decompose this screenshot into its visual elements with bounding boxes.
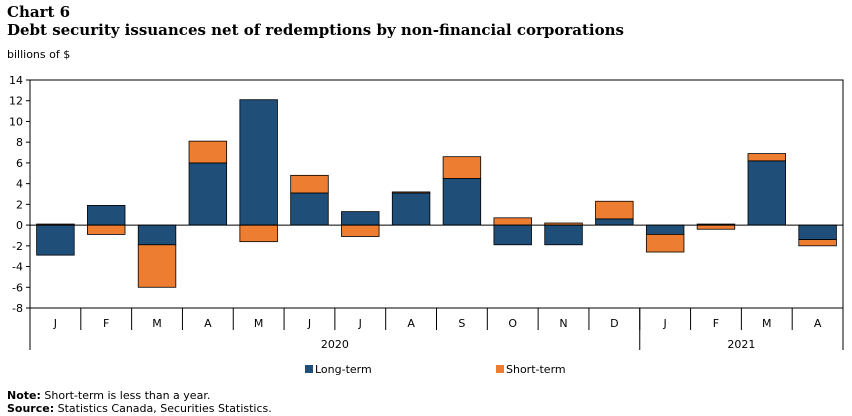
- source-text: Statistics Canada, Securities Statistics…: [57, 402, 272, 415]
- x-tick-label: F: [713, 317, 719, 330]
- x-tick-label: O: [508, 317, 517, 330]
- bar-long-term: [87, 204, 126, 226]
- bar-short-term: [798, 239, 837, 247]
- y-tick-label: 10: [9, 115, 23, 128]
- bar-long-term: [137, 224, 177, 246]
- bar-long-term: [442, 178, 482, 226]
- legend-swatch: [496, 365, 504, 373]
- legend-label: Short-term: [506, 363, 566, 376]
- bar-long-term: [493, 224, 532, 246]
- y-tick-label: 8: [16, 136, 23, 149]
- source-line: Source: Statistics Canada, Securities St…: [7, 402, 272, 415]
- bar-short-term: [137, 244, 177, 288]
- x-tick-label: M: [254, 317, 264, 330]
- source-label: Source:: [7, 402, 55, 415]
- y-axis-unit-label: billions of $: [7, 48, 71, 61]
- bar-long-term: [391, 192, 431, 226]
- legend: Long-term Short-term: [305, 363, 566, 376]
- x-tick-label: J: [358, 317, 362, 330]
- bar-short-term: [290, 174, 329, 194]
- bar-long-term: [290, 192, 329, 226]
- group-label: 2020: [321, 338, 349, 351]
- bar-long-term: [188, 162, 228, 226]
- x-tick-label: A: [407, 317, 415, 330]
- bar-short-term: [595, 200, 634, 220]
- x-tick-label: D: [610, 317, 618, 330]
- labels-layer: -8 -6 -4 -2 0 2 4 6 8 10 12 14 J F M A M J J A S O N D J F M A 2020 2…: [9, 74, 822, 351]
- bar-short-term: [442, 156, 482, 179]
- y-tick-label: -2: [12, 240, 23, 253]
- x-tick-label: S: [458, 317, 465, 330]
- x-tick-label: M: [152, 317, 162, 330]
- bar-short-term: [341, 224, 380, 237]
- y-tick-label: -6: [12, 281, 23, 294]
- bar-long-term: [645, 224, 685, 235]
- y-tick-label: 12: [9, 95, 23, 108]
- note-text: Short-term is less than a year.: [44, 389, 211, 402]
- bar-long-term: [239, 99, 278, 226]
- bar-short-term: [239, 224, 278, 243]
- bar-long-term: [544, 224, 583, 246]
- x-tick-label: A: [204, 317, 212, 330]
- x-tick-label: J: [53, 317, 57, 330]
- legend-swatch: [305, 365, 313, 373]
- axes-layer: [26, 79, 844, 350]
- bar-short-term: [87, 224, 126, 235]
- note-label: Note:: [7, 389, 41, 402]
- bar-short-term: [645, 234, 685, 253]
- bars-layer: [36, 99, 837, 288]
- x-tick-label: A: [814, 317, 822, 330]
- bar-long-term: [747, 160, 786, 226]
- bar-short-term: [696, 224, 736, 230]
- x-tick-label: J: [307, 317, 311, 330]
- y-tick-label: -8: [12, 302, 23, 315]
- y-tick-label: 14: [9, 74, 23, 87]
- y-tick-label: -4: [12, 261, 23, 274]
- bar-long-term: [341, 211, 380, 226]
- x-tick-label: F: [103, 317, 109, 330]
- bar-long-term: [36, 224, 75, 256]
- bar-short-term: [747, 153, 786, 162]
- chart-title: Debt security issuances net of redemptio…: [7, 21, 624, 39]
- y-tick-label: 2: [16, 198, 23, 211]
- legend-label: Long-term: [315, 363, 372, 376]
- y-tick-label: 6: [16, 157, 23, 170]
- x-tick-label: M: [762, 317, 772, 330]
- group-label: 2021: [727, 338, 755, 351]
- chart-number: Chart 6: [7, 3, 71, 21]
- y-tick-label: 0: [16, 219, 23, 232]
- bar-short-term: [493, 217, 532, 226]
- bar-short-term: [391, 191, 431, 194]
- bar-long-term: [798, 224, 837, 241]
- bar-long-term: [595, 218, 634, 226]
- y-tick-label: 4: [16, 178, 23, 191]
- bar-short-term: [188, 140, 228, 164]
- note-line: Note: Short-term is less than a year.: [7, 389, 210, 402]
- x-tick-label: J: [663, 317, 667, 330]
- x-tick-label: N: [559, 317, 567, 330]
